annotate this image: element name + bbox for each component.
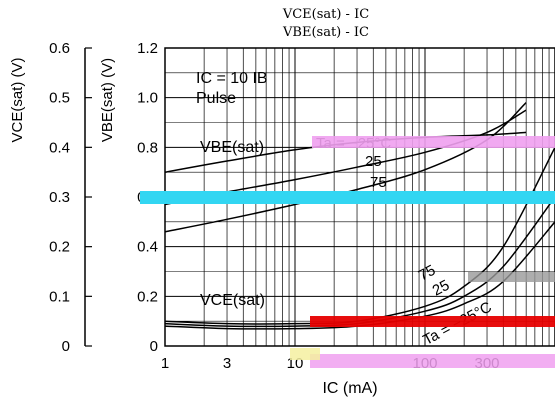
curve-label-vbe-75: 75 xyxy=(370,174,387,191)
series-line-vbe-2 xyxy=(164,102,527,233)
series-line-vbe-1 xyxy=(164,109,527,206)
y-right-tick-label: 0.8 xyxy=(137,139,158,156)
chart-title-line-1: VCE(sat) - IC xyxy=(282,7,369,22)
highlight-bar-magenta-lower xyxy=(310,354,555,368)
highlight-bar-red xyxy=(310,316,555,327)
y-left-tick-label: 0.6 xyxy=(49,40,70,57)
chart-title-line-2: VBE(sat) - IC xyxy=(282,25,369,40)
y-left-tick-label: 0.5 xyxy=(49,90,70,107)
x-tick-label: 3 xyxy=(223,355,231,372)
x-axis-label: IC (mA) xyxy=(322,380,377,397)
curve-label-vce-75: 75 xyxy=(416,262,439,285)
y-axis-right-label: VBE(sat) (V) xyxy=(99,58,116,142)
condition-sub-label: Pulse xyxy=(196,90,236,107)
highlight-bar-magenta-upper xyxy=(312,136,555,148)
vce-group-label: VCE(sat) xyxy=(200,292,265,309)
y-right-tick-label: 0.4 xyxy=(137,239,158,256)
series-line-vce-3 xyxy=(164,146,555,325)
y-axis-left-label: VCE(sat) (V) xyxy=(9,57,26,142)
vbe-group-label: VBE(sat) xyxy=(200,139,264,156)
highlight-bar-yellow xyxy=(290,348,320,360)
y-right-tick-label: 1.2 xyxy=(137,40,158,57)
y-left-tick-label: 0.1 xyxy=(49,288,70,305)
y-right-tick-label: 0.2 xyxy=(137,288,158,305)
highlight-bar-gray xyxy=(468,272,555,282)
y-left-tick-label: 0.2 xyxy=(49,239,70,256)
x-tick-label: 1 xyxy=(161,355,169,372)
curve-label-vbe-25: 25 xyxy=(365,153,382,170)
y-left-tick-label: 0.4 xyxy=(49,139,70,156)
y-right-tick-label: 0 xyxy=(150,338,158,355)
y-left-tick-label: 0 xyxy=(62,338,70,355)
condition-label: IC = 10 IB xyxy=(196,70,268,87)
curve-label-vce-25: 25 xyxy=(430,277,453,300)
highlight-bar-cyan xyxy=(140,191,555,204)
highlight-overlays xyxy=(140,136,555,368)
y-left-tick-label: 0.3 xyxy=(49,189,70,206)
y-right-tick-label: 1.0 xyxy=(137,90,158,107)
